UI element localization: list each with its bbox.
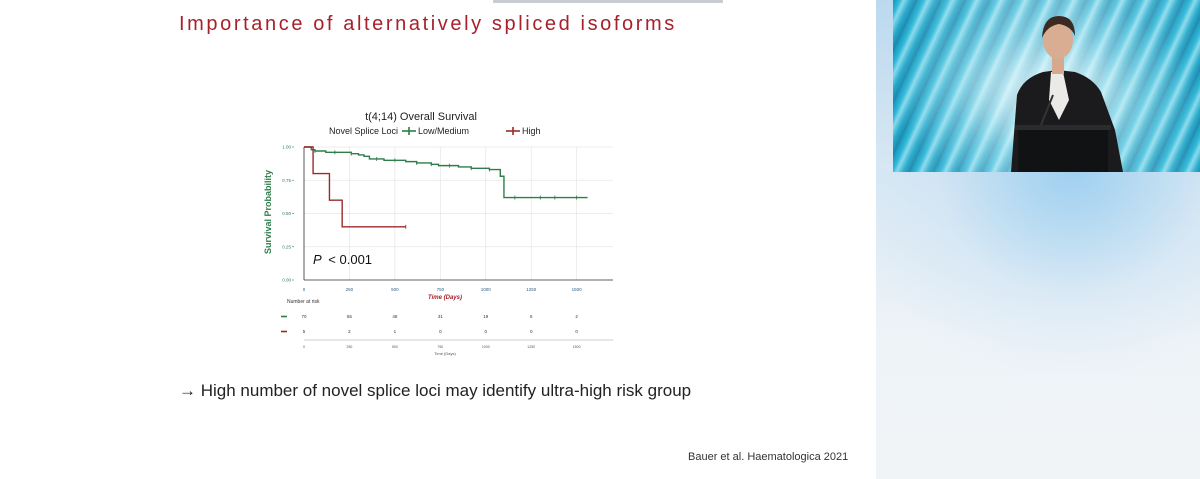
legend-key-low-medium bbox=[402, 127, 416, 135]
risk-table-tick-label: 250 bbox=[347, 345, 353, 349]
x-tick-label: 250 bbox=[346, 287, 354, 292]
risk-table-cell: 2 bbox=[575, 314, 578, 319]
speaker-neck bbox=[1052, 56, 1064, 74]
risk-table-cell: 19 bbox=[483, 314, 489, 319]
y-tick-label: 0.25 bbox=[282, 244, 291, 249]
y-axis-label: Survival Probability bbox=[263, 170, 273, 254]
survival-chart: t(4;14) Overall Survival Novel Splice Lo… bbox=[263, 111, 613, 356]
risk-table-cell: 65 bbox=[347, 314, 353, 319]
series-layer bbox=[304, 146, 588, 229]
y-tick-label: 0.50 bbox=[282, 211, 291, 216]
risk-table-tick-label: 1250 bbox=[527, 345, 535, 349]
p-value-text: < 0.001 bbox=[328, 252, 372, 267]
y-tick-label: 1.00 bbox=[282, 145, 291, 150]
risk-table-title: Number at risk bbox=[287, 299, 320, 305]
legend-label-high: High bbox=[522, 126, 541, 136]
slide-top-bar bbox=[493, 0, 723, 3]
citation: Bauer et al. Haematologica 2021 bbox=[688, 451, 849, 463]
risk-table-cell: 0 bbox=[439, 329, 442, 334]
x-tick-label: 0 bbox=[303, 287, 306, 292]
legend-label-low-medium: Low/Medium bbox=[418, 126, 469, 136]
risk-table-cell: 31 bbox=[438, 314, 444, 319]
lectern bbox=[1018, 128, 1108, 172]
legend-key-high bbox=[506, 127, 520, 135]
speaker-head bbox=[1043, 21, 1073, 59]
survival-curve-high bbox=[304, 146, 406, 228]
presentation-slide: Importance of alternatively spliced isof… bbox=[0, 0, 876, 479]
risk-table-cell: 0 bbox=[485, 329, 488, 334]
p-value-annotation: P < 0.001 bbox=[313, 252, 372, 267]
stage-glow bbox=[876, 170, 1200, 370]
x-axis-ticks: 0 250 500 750 1000 1250 1500 bbox=[303, 287, 582, 292]
x-tick-label: 1000 bbox=[481, 287, 492, 292]
legend-title: Novel Splice Loci bbox=[329, 126, 398, 136]
lectern-top bbox=[1015, 125, 1111, 130]
x-tick-label: 1500 bbox=[572, 287, 583, 292]
risk-table-xlabel: Time (Days) bbox=[434, 351, 456, 356]
speaker-hair bbox=[1042, 16, 1075, 38]
risk-table-cell: 48 bbox=[392, 314, 398, 319]
chart-title: t(4;14) Overall Survival bbox=[365, 111, 477, 123]
risk-table-tick-label: 1000 bbox=[482, 345, 490, 349]
plot-grid bbox=[303, 146, 613, 281]
chart-legend: Novel Splice Loci Low/Medium High bbox=[329, 126, 541, 136]
risk-table-tick-label: 1500 bbox=[573, 345, 581, 349]
speaker-video bbox=[893, 0, 1200, 172]
bullet-point: → High number of novel splice loci may i… bbox=[179, 381, 692, 400]
x-axis-label: Time (Days) bbox=[428, 295, 462, 301]
risk-table-tick-label: 0 bbox=[303, 345, 305, 349]
risk-table-cell: 5 bbox=[303, 329, 306, 334]
risk-table-cell: 2 bbox=[348, 329, 351, 334]
x-tick-label: 500 bbox=[391, 287, 399, 292]
risk-table-cell: 1 bbox=[394, 329, 397, 334]
risk-table-cell: 70 bbox=[301, 314, 307, 319]
x-tick-label: 750 bbox=[437, 287, 445, 292]
slide-title: Importance of alternatively spliced isof… bbox=[179, 13, 677, 35]
x-tick-label: 1250 bbox=[526, 287, 537, 292]
microphone bbox=[1040, 94, 1054, 126]
y-tick-label: 0.00 bbox=[282, 278, 291, 283]
risk-table-tick-label: 750 bbox=[437, 345, 443, 349]
y-tick-label: 0.75 bbox=[282, 178, 291, 183]
speaker-figure bbox=[1011, 16, 1123, 172]
speaker-shirt bbox=[1049, 72, 1069, 120]
p-value-symbol: P bbox=[313, 252, 322, 267]
risk-table-cell: 0 bbox=[530, 329, 533, 334]
risk-table: 70 65 48 31 19 6 25 2 1 0 0 0 00 250 500 750 1000 1250 150… bbox=[281, 314, 613, 349]
risk-table-tick-label: 500 bbox=[392, 345, 398, 349]
y-axis-ticks: 0.00 0.25 0.50 0.75 1.00 bbox=[282, 145, 294, 283]
risk-table-cell: 6 bbox=[530, 314, 533, 319]
risk-table-cell: 0 bbox=[575, 329, 578, 334]
